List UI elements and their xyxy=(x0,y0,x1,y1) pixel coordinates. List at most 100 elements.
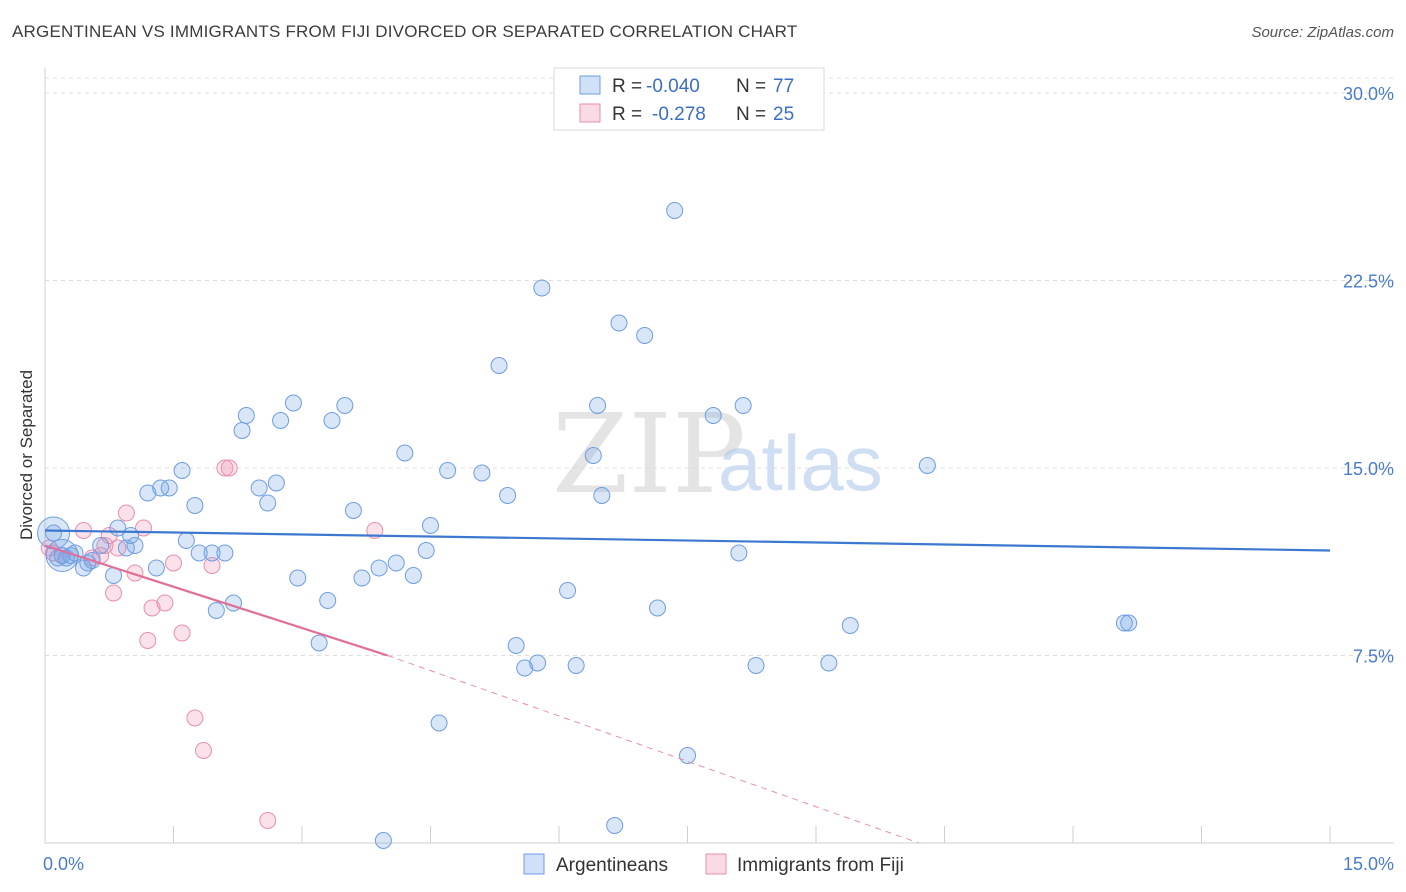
y-tick-label-2: 22.5% xyxy=(1343,272,1394,292)
legend-r-label-fiji: R = xyxy=(612,104,642,125)
point-argentineans-72 xyxy=(918,457,936,474)
point-fiji-16 xyxy=(165,554,182,572)
point-argentineans-34 xyxy=(310,634,328,652)
point-fiji-6 xyxy=(96,537,114,554)
point-argentineans-41 xyxy=(374,832,392,849)
point-argentineans-59 xyxy=(589,397,607,414)
x-tick-marks xyxy=(44,826,1331,843)
legend-r-value-fiji: -0.278 xyxy=(652,104,706,125)
point-argentineans-19 xyxy=(177,532,195,549)
trend-line-argentineans xyxy=(44,529,1331,552)
point-argentineans-26 xyxy=(233,422,251,439)
point-argentineans-65 xyxy=(679,747,696,764)
watermark-zip: ZIP xyxy=(552,390,746,518)
point-argentineans-21 xyxy=(190,544,208,562)
point-argentineans-37 xyxy=(336,397,354,414)
point-argentineans-42 xyxy=(387,554,405,572)
point-argentineans-30 xyxy=(267,474,285,492)
point-argentineans-66 xyxy=(704,407,722,424)
point-argentineans-43 xyxy=(396,444,414,462)
point-argentineans-28 xyxy=(250,479,268,497)
point-fiji-13 xyxy=(139,632,157,649)
point-argentineans-14 xyxy=(139,484,157,502)
data-points xyxy=(37,202,1138,849)
point-argentineans-53 xyxy=(516,659,534,677)
point-argentineans-54 xyxy=(529,654,547,672)
point-argentineans-70 xyxy=(820,654,838,672)
point-argentineans-58 xyxy=(584,447,602,464)
point-argentineans-22 xyxy=(203,544,221,562)
legend-r-label-argentineans: R = xyxy=(612,76,642,97)
point-argentineans-75 xyxy=(666,202,684,219)
point-argentineans-57 xyxy=(567,657,585,674)
legend-swatch-argentineans xyxy=(579,75,601,95)
point-fiji-18 xyxy=(186,709,204,727)
point-argentineans-23 xyxy=(207,602,225,619)
point-argentineans-17 xyxy=(160,479,178,497)
point-argentineans-62 xyxy=(610,314,628,332)
point-argentineans-20 xyxy=(186,497,204,514)
legend-n-value-argentineans: 77 xyxy=(773,76,794,97)
point-argentineans-0 xyxy=(45,524,63,542)
point-argentineans-13 xyxy=(126,537,144,554)
point-argentineans-29 xyxy=(259,494,277,512)
y-tick-labels: 7.5% 15.0% 22.5% 30.0% xyxy=(1343,84,1394,667)
trend-lines xyxy=(44,529,1331,844)
point-argentineans-44 xyxy=(404,567,422,584)
y-axis-label: Divorced or Separated xyxy=(17,370,36,540)
point-fiji-8 xyxy=(105,584,123,602)
point-fiji-14 xyxy=(143,599,161,617)
point-argentineans-24 xyxy=(216,544,234,562)
point-argentineans-51 xyxy=(499,487,517,504)
stats-legend-box xyxy=(553,67,825,131)
point-argentineans-45 xyxy=(417,542,435,559)
point-fiji-9 xyxy=(109,539,127,557)
bottom-legend-swatch-argentineans xyxy=(523,853,545,875)
y-tick-label-1: 15.0% xyxy=(1343,459,1394,479)
point-argentineans-56 xyxy=(559,582,577,599)
chart-title: ARGENTINEAN VS IMMIGRANTS FROM FIJI DIVO… xyxy=(12,22,798,41)
point-fiji-10 xyxy=(117,504,135,522)
point-argentineans-36 xyxy=(323,412,341,429)
bottom-legend-label-fiji: Immigrants from Fiji xyxy=(737,855,904,876)
point-fiji-19 xyxy=(194,742,212,759)
point-fiji-15 xyxy=(156,594,174,612)
point-argentineans-27 xyxy=(237,407,255,424)
x-tick-label-max: 15.0% xyxy=(1343,854,1394,874)
legend-n-value-fiji: 25 xyxy=(773,104,794,125)
axes xyxy=(44,68,1394,844)
point-argentineans-50 xyxy=(490,357,508,374)
trend-line-fiji-extrapolated xyxy=(387,655,919,844)
legend-n-label-fiji: N = xyxy=(736,104,766,125)
point-argentineans-68 xyxy=(734,397,752,414)
point-argentineans-49 xyxy=(473,464,491,482)
bottom-legend-label-argentineans: Argentineans xyxy=(556,855,668,876)
stats-legend: R = -0.040 N = 77 R = -0.278 N = 25 xyxy=(553,67,825,131)
point-argentineans-60 xyxy=(593,487,611,504)
legend-r-value-argentineans: -0.040 xyxy=(646,76,700,97)
point-argentineans-52 xyxy=(507,637,525,654)
point-argentineans-46 xyxy=(422,517,439,534)
point-fiji-11 xyxy=(126,564,144,582)
point-argentineans-32 xyxy=(284,394,302,412)
point-argentineans-38 xyxy=(344,502,362,519)
point-argentineans-64 xyxy=(649,599,667,617)
series-legend: Argentineans Immigrants from Fiji xyxy=(523,853,904,876)
point-argentineans-67 xyxy=(730,544,748,562)
point-argentineans-48 xyxy=(439,462,457,479)
y-tick-label-0: 7.5% xyxy=(1353,647,1394,667)
point-fiji-17 xyxy=(173,624,191,642)
point-argentineans-61 xyxy=(606,817,624,834)
point-argentineans-18 xyxy=(173,462,191,479)
point-argentineans-55 xyxy=(533,279,551,297)
watermark-atlas: atlas xyxy=(718,419,883,507)
point-argentineans-69 xyxy=(747,657,765,674)
point-argentineans-39 xyxy=(353,569,371,587)
point-argentineans-63 xyxy=(636,327,654,344)
point-argentineans-71 xyxy=(841,617,859,634)
grid-lines xyxy=(45,77,1394,656)
chart-source: Source: ZipAtlas.com xyxy=(1251,24,1394,41)
point-argentineans-47 xyxy=(430,714,448,732)
point-fiji-20 xyxy=(203,557,221,574)
